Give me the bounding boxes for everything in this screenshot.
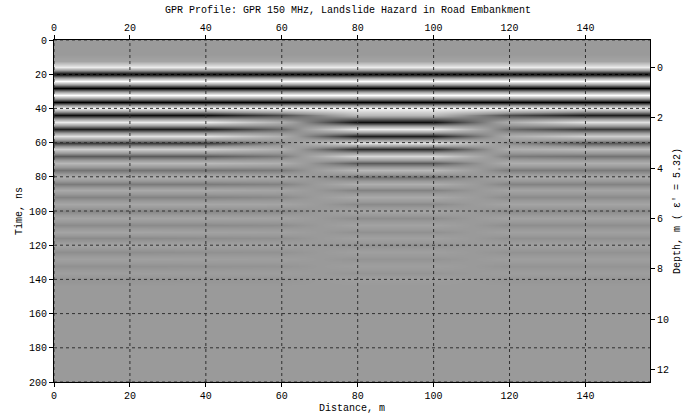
svg-text:6: 6	[657, 214, 663, 225]
svg-text:12: 12	[657, 365, 669, 376]
svg-text:4: 4	[657, 164, 663, 175]
svg-text:0: 0	[41, 36, 47, 47]
svg-text:60: 60	[276, 391, 288, 402]
svg-text:200: 200	[29, 378, 47, 389]
svg-text:80: 80	[352, 391, 364, 402]
svg-text:100: 100	[425, 391, 443, 402]
svg-text:Time, ns: Time, ns	[14, 187, 25, 235]
svg-text:60: 60	[35, 138, 47, 149]
svg-text:20: 20	[124, 23, 136, 34]
svg-text:140: 140	[29, 275, 47, 286]
svg-text:160: 160	[29, 309, 47, 320]
svg-text:180: 180	[29, 343, 47, 354]
svg-text:8: 8	[657, 264, 663, 275]
svg-text:120: 120	[501, 23, 519, 34]
svg-text:20: 20	[124, 391, 136, 402]
svg-text:10: 10	[657, 315, 669, 326]
svg-text:120: 120	[501, 391, 519, 402]
svg-text:Depth, m ( ε' = 5.32): Depth, m ( ε' = 5.32)	[672, 148, 683, 274]
svg-text:80: 80	[352, 23, 364, 34]
svg-text:140: 140	[576, 23, 594, 34]
svg-text:40: 40	[200, 23, 212, 34]
svg-text:40: 40	[200, 391, 212, 402]
svg-text:40: 40	[35, 104, 47, 115]
svg-text:0: 0	[51, 23, 57, 34]
svg-text:100: 100	[29, 207, 47, 218]
svg-text:120: 120	[29, 241, 47, 252]
svg-text:80: 80	[35, 172, 47, 183]
svg-text:0: 0	[51, 391, 57, 402]
svg-text:Distance, m: Distance, m	[319, 403, 385, 414]
svg-text:20: 20	[35, 70, 47, 81]
svg-text:2: 2	[657, 113, 663, 124]
svg-text:100: 100	[425, 23, 443, 34]
svg-text:0: 0	[657, 63, 663, 74]
svg-text:140: 140	[576, 391, 594, 402]
svg-text:GPR Profile: GPR 150 MHz, Land: GPR Profile: GPR 150 MHz, Landslide Haza…	[165, 5, 531, 16]
svg-text:60: 60	[276, 23, 288, 34]
